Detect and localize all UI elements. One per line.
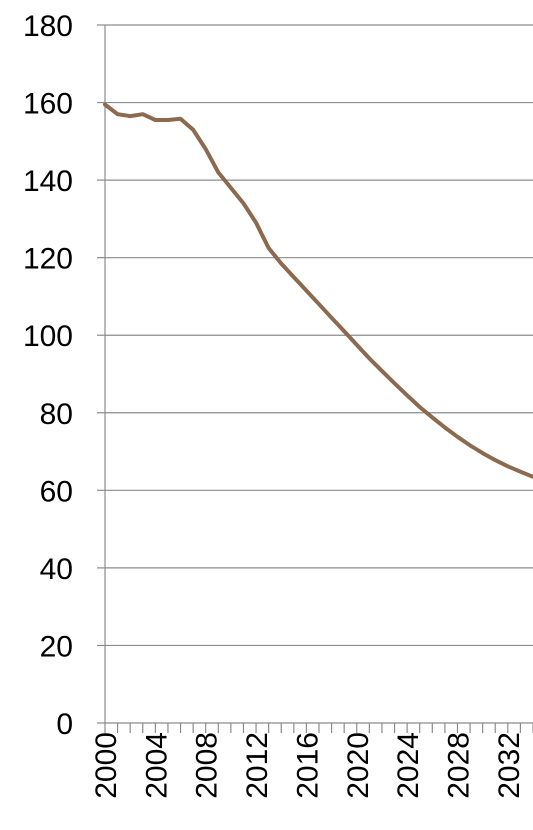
- series-layer: [103, 102, 533, 479]
- y-tick-label: 20: [40, 630, 73, 663]
- x-tick-label: 2000: [90, 732, 123, 799]
- y-tick-label: 100: [23, 320, 73, 353]
- y-tick-label: 80: [40, 398, 73, 431]
- gridlines: [105, 24, 533, 647]
- x-tick-label: 2032: [493, 732, 526, 799]
- x-tick-label: 2008: [191, 732, 224, 799]
- x-tick-label: 2024: [392, 732, 425, 799]
- axes: [97, 24, 533, 733]
- y-tick-label: 40: [40, 553, 73, 586]
- y-tick-label: 160: [23, 88, 73, 121]
- x-tick-label: 2028: [442, 732, 475, 799]
- y-tick-labels: 0 20 40 60 80 100 120 140 160 180: [23, 10, 73, 741]
- y-tick-label: 180: [23, 10, 73, 43]
- y-tick-label: 120: [23, 243, 73, 276]
- x-tick-label: 2012: [241, 732, 274, 799]
- x-tick-labels: 2000 2004 2008 2012 2016 2020 2024 2028 2032: [90, 732, 526, 799]
- y-tick-label: 60: [40, 475, 73, 508]
- x-tick-label: 2016: [291, 732, 324, 799]
- series-line: [103, 102, 533, 479]
- y-tick-label: 0: [56, 708, 73, 741]
- x-tick-label: 2020: [342, 732, 375, 799]
- x-tick-label: 2004: [140, 732, 173, 799]
- y-tick-label: 140: [23, 165, 73, 198]
